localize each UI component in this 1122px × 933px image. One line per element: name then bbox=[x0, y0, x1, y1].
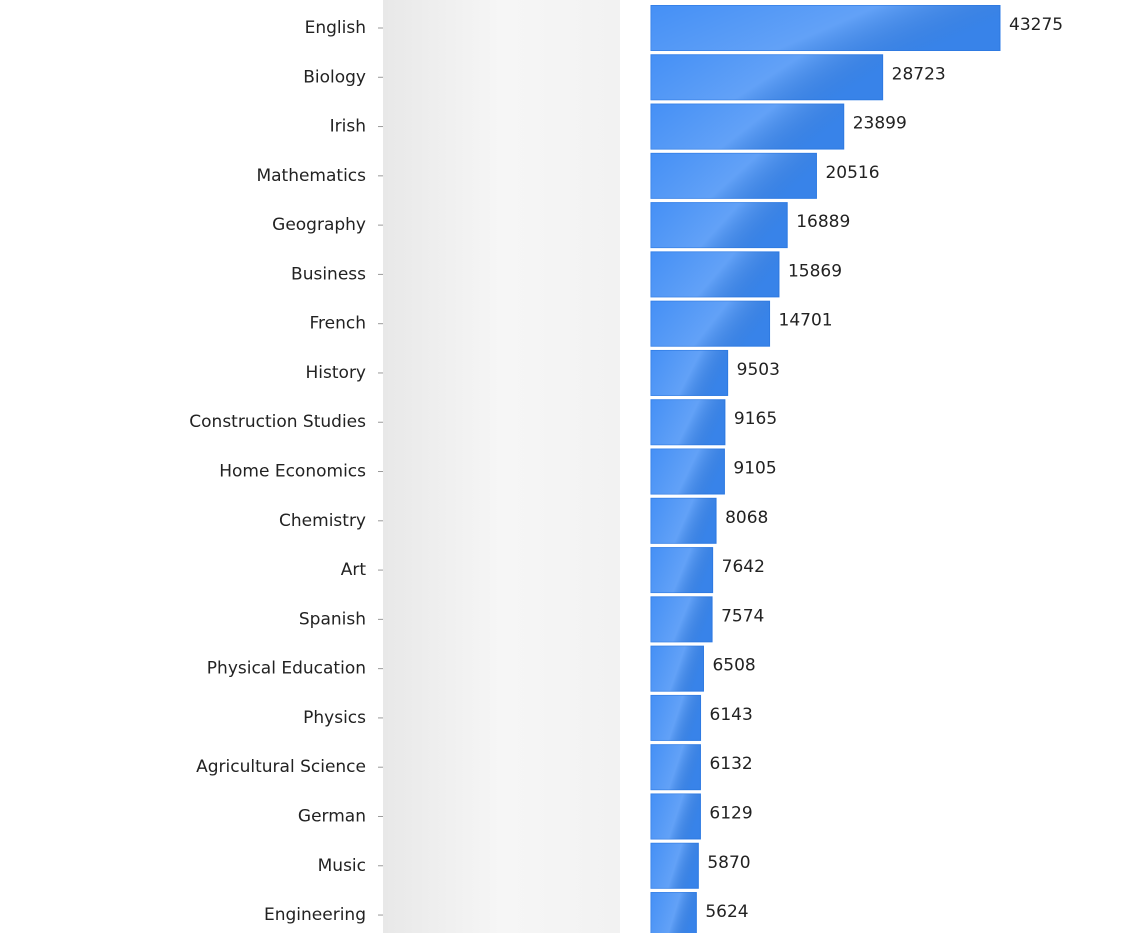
y-tick-label: Home Economics bbox=[219, 462, 366, 482]
value-label: 20516 bbox=[825, 163, 879, 183]
y-tick-label: Agricultural Science bbox=[196, 757, 366, 777]
value-label: 5870 bbox=[707, 853, 750, 873]
bar bbox=[650, 202, 788, 249]
value-label: 6508 bbox=[712, 656, 755, 676]
y-tick-label: Spanish bbox=[299, 609, 366, 629]
y-tick-label: Chemistry bbox=[279, 511, 366, 531]
y-tick-label: Music bbox=[318, 856, 366, 876]
y-tick-label: Mathematics bbox=[256, 166, 366, 186]
value-label: 6129 bbox=[709, 803, 752, 823]
y-tick-label: Art bbox=[341, 560, 367, 580]
value-label: 7574 bbox=[721, 606, 764, 626]
bar bbox=[650, 645, 704, 692]
y-tick-label: English bbox=[305, 18, 366, 38]
y-tick-label: French bbox=[309, 314, 366, 334]
value-label: 9165 bbox=[734, 409, 777, 429]
value-label: 14701 bbox=[779, 311, 833, 331]
bar bbox=[650, 152, 817, 199]
y-tick-label: Biology bbox=[303, 67, 366, 87]
bar bbox=[650, 448, 725, 495]
value-label: 6132 bbox=[709, 754, 752, 774]
y-tick-label: Business bbox=[291, 264, 366, 284]
y-tick-label: Engineering bbox=[264, 905, 366, 925]
bar bbox=[650, 300, 771, 347]
y-tick-label: Physical Education bbox=[207, 659, 366, 679]
y-tick-label: Physics bbox=[303, 708, 366, 728]
y-tick-label: German bbox=[298, 806, 366, 826]
value-label: 5624 bbox=[705, 902, 748, 922]
y-tick-label: Geography bbox=[272, 215, 366, 235]
value-label: 8068 bbox=[725, 508, 768, 528]
bar bbox=[650, 793, 701, 840]
bar bbox=[650, 497, 717, 544]
plot-area: English 43275 Biology 28723 Irish 23899 Mathem… bbox=[189, 5, 1063, 933]
value-label: 28723 bbox=[892, 64, 946, 84]
value-label: 16889 bbox=[796, 212, 850, 232]
bar bbox=[650, 744, 701, 791]
bar bbox=[650, 399, 726, 446]
bar bbox=[650, 54, 884, 101]
value-label: 23899 bbox=[853, 114, 907, 134]
value-label: 6143 bbox=[710, 705, 753, 725]
value-label: 9105 bbox=[733, 459, 776, 479]
bar bbox=[650, 694, 702, 741]
value-label: 43275 bbox=[1009, 15, 1063, 35]
background-panel bbox=[383, 0, 620, 933]
bar bbox=[650, 349, 729, 396]
bar bbox=[650, 842, 699, 889]
value-label: 9503 bbox=[737, 360, 780, 380]
y-tick-label: Construction Studies bbox=[189, 412, 366, 432]
value-label: 7642 bbox=[722, 557, 765, 577]
bar bbox=[650, 892, 697, 933]
bar bbox=[650, 547, 714, 594]
bar bbox=[650, 251, 780, 298]
bar bbox=[650, 596, 713, 643]
y-tick-label: History bbox=[306, 363, 366, 383]
bar bbox=[650, 5, 1001, 51]
value-label: 15869 bbox=[788, 261, 842, 281]
bar bbox=[650, 103, 845, 150]
y-tick-label: Irish bbox=[330, 117, 366, 137]
